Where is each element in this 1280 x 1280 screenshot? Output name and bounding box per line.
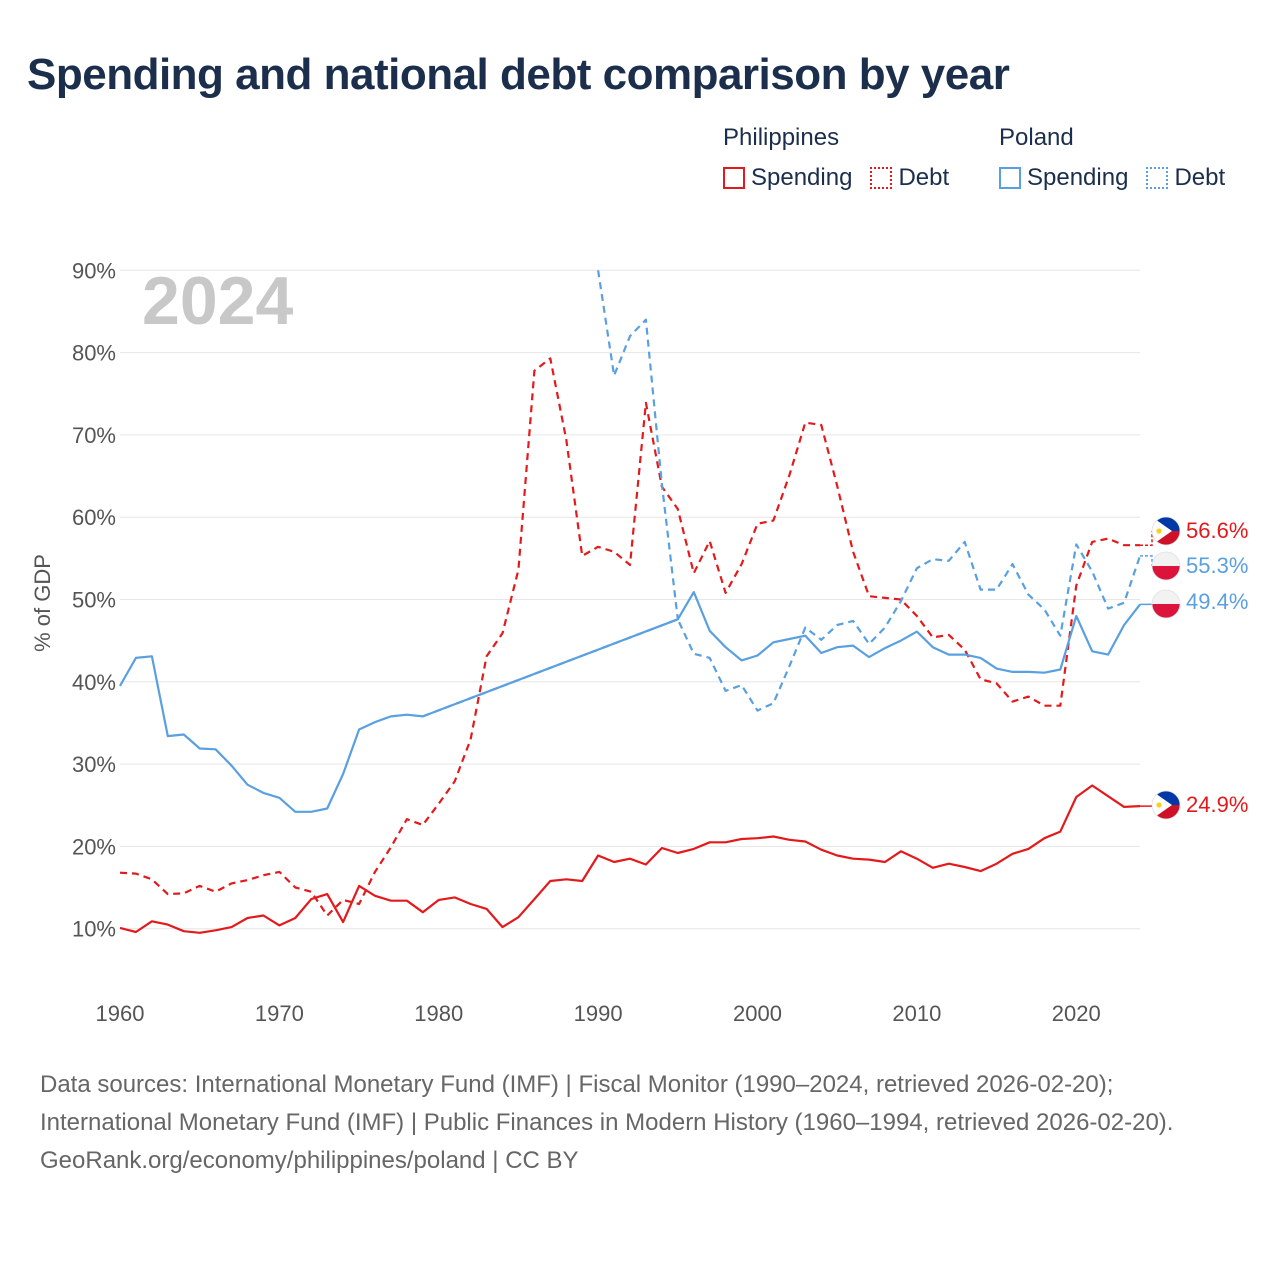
x-tick-label: 2000 bbox=[733, 1001, 782, 1026]
legend-label: Debt bbox=[898, 164, 950, 191]
legend-swatch-solid-icon bbox=[999, 167, 1021, 189]
y-tick-label: 80% bbox=[72, 341, 116, 366]
y-tick-label: 20% bbox=[72, 834, 116, 859]
end-connector bbox=[1140, 531, 1153, 546]
series-line-poland-debt bbox=[422, 540, 1142, 718]
end-markers: 56.6% 55.3% 49.4% 24.9% bbox=[1140, 516, 1248, 820]
end-value-label: 24.9% bbox=[1186, 792, 1248, 817]
end-connector bbox=[1140, 805, 1153, 807]
end-value-label: 55.3% bbox=[1186, 553, 1248, 578]
sources: Data sources: International Monetary Fun… bbox=[40, 1066, 1250, 1180]
legend-group-name: Philippines bbox=[723, 124, 840, 151]
y-tick-label: 10% bbox=[72, 917, 116, 942]
y-axis: 10% 20% 30% 40% 50% 60% 70% 80% 90% bbox=[72, 258, 116, 941]
series-line-poland-debt-early-1990s bbox=[597, 270, 679, 620]
legend-philippines: Philippines Spending Debt bbox=[723, 122, 967, 192]
philippines-flag-icon bbox=[1151, 516, 1181, 546]
poland-flag-icon bbox=[1151, 589, 1181, 619]
y-tick-label: 90% bbox=[72, 258, 116, 283]
y-axis-title: % of GDP bbox=[30, 554, 55, 652]
series-line-poland-spending bbox=[119, 591, 1141, 813]
x-axis: 1960 1970 1980 1990 2000 2010 2020 bbox=[96, 1001, 1101, 1026]
legend-item-poland-spending[interactable]: Spending bbox=[999, 164, 1128, 192]
line-chart: 10% 20% 30% 40% 50% 60% 70% 80% 90% 1960 1970 1980… bbox=[30, 258, 1248, 1026]
legend-item-philippines-spending[interactable]: Spending bbox=[723, 164, 852, 192]
legend-swatch-dotted-icon bbox=[870, 167, 893, 189]
legend-group-name: Poland bbox=[999, 124, 1074, 151]
y-tick-label: 60% bbox=[72, 505, 116, 530]
sources-link[interactable]: GeoRank.org/economy/philippines/poland |… bbox=[40, 1147, 579, 1174]
page-title: Spending and national debt comparison by… bbox=[27, 50, 1010, 99]
legend-item-philippines-debt[interactable]: Debt bbox=[870, 164, 949, 192]
end-value-label: 56.6% bbox=[1186, 518, 1248, 543]
legend-swatch-dotted-icon bbox=[1146, 167, 1169, 189]
x-tick-label: 1970 bbox=[255, 1001, 304, 1026]
legend-swatch-solid-icon bbox=[723, 167, 745, 189]
year-label: 2024 bbox=[142, 263, 293, 339]
grid bbox=[120, 269, 1140, 930]
end-value-label: 49.4% bbox=[1186, 589, 1248, 614]
x-tick-label: 2010 bbox=[892, 1001, 941, 1026]
legend-label: Spending bbox=[751, 164, 853, 191]
x-tick-label: 1960 bbox=[96, 1001, 145, 1026]
series-lines bbox=[119, 270, 1142, 934]
sources-text: Data sources: International Monetary Fun… bbox=[40, 1071, 1174, 1136]
philippines-flag-icon bbox=[1151, 790, 1181, 820]
y-tick-label: 30% bbox=[72, 752, 116, 777]
series-line-philippines-spending bbox=[119, 784, 1141, 934]
legend-item-poland-debt[interactable]: Debt bbox=[1146, 164, 1225, 192]
end-connector bbox=[1140, 555, 1153, 566]
x-tick-label: 2020 bbox=[1052, 1001, 1101, 1026]
legend-label: Spending bbox=[1027, 164, 1129, 191]
series-line-philippines-debt bbox=[119, 357, 1140, 917]
y-tick-label: 70% bbox=[72, 423, 116, 448]
legend-label: Debt bbox=[1174, 164, 1226, 191]
y-tick-label: 40% bbox=[72, 670, 116, 695]
y-tick-label: 50% bbox=[72, 588, 116, 613]
legend-poland: Poland Spending Debt bbox=[999, 122, 1243, 192]
poland-flag-icon bbox=[1151, 551, 1181, 581]
x-tick-label: 1980 bbox=[414, 1001, 463, 1026]
x-tick-label: 1990 bbox=[574, 1001, 623, 1026]
